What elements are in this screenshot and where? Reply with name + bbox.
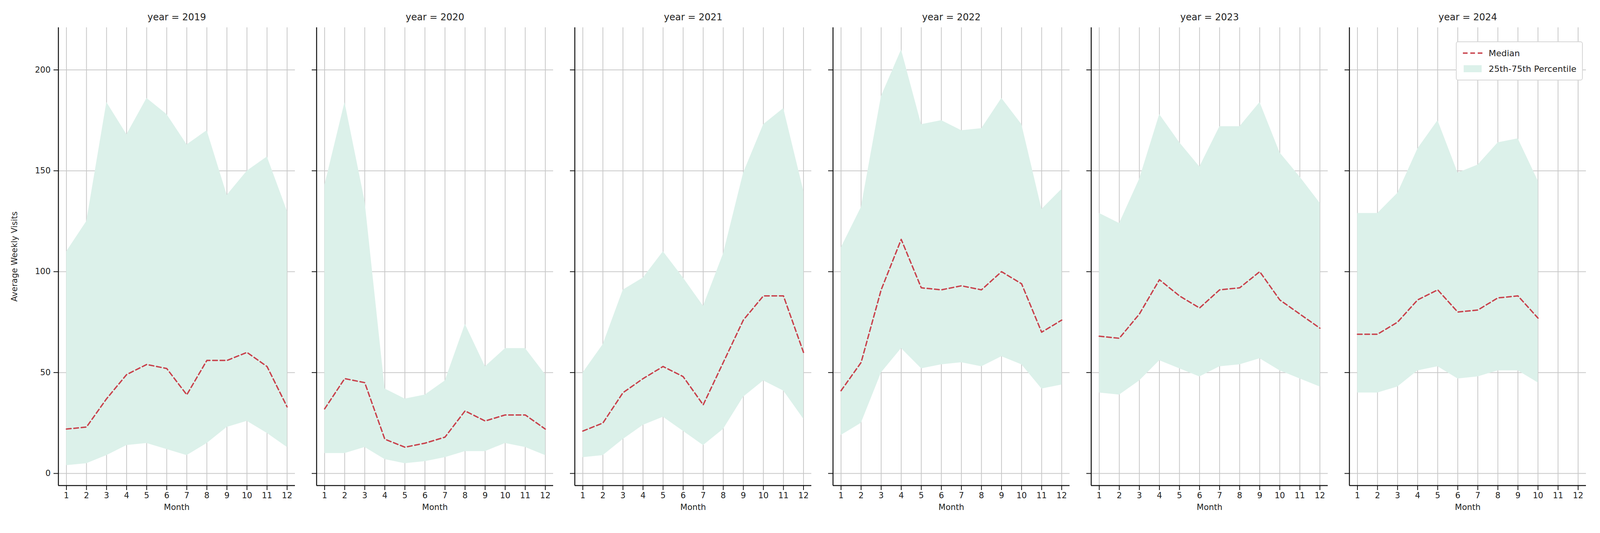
svg-text:5: 5 — [660, 491, 666, 501]
svg-text:12: 12 — [540, 491, 551, 501]
svg-text:5: 5 — [1435, 491, 1441, 501]
svg-text:year = 2020: year = 2020 — [405, 11, 465, 23]
svg-text:7: 7 — [183, 491, 190, 501]
svg-text:2: 2 — [1116, 491, 1122, 501]
svg-text:0: 0 — [45, 468, 51, 479]
svg-text:3: 3 — [103, 491, 109, 501]
svg-text:year = 2024: year = 2024 — [1438, 11, 1498, 23]
svg-text:9: 9 — [1515, 491, 1521, 501]
svg-text:3: 3 — [1136, 491, 1142, 501]
svg-text:11: 11 — [778, 491, 789, 501]
svg-text:Average Weekly Visits: Average Weekly Visits — [9, 211, 20, 302]
svg-text:11: 11 — [261, 491, 273, 501]
svg-text:4: 4 — [898, 491, 904, 501]
svg-text:9: 9 — [740, 491, 746, 501]
html-text:Median: Median — [1488, 48, 1520, 59]
svg-text:10: 10 — [1016, 491, 1027, 501]
svg-text:12: 12 — [1573, 491, 1584, 501]
svg-text:6: 6 — [164, 491, 170, 501]
svg-text:12: 12 — [1314, 491, 1326, 501]
svg-text:Month: Month — [422, 502, 449, 513]
svg-text:11: 11 — [1294, 491, 1306, 501]
svg-text:5: 5 — [1176, 491, 1183, 501]
svg-text:6: 6 — [680, 491, 686, 501]
svg-text:12: 12 — [1056, 491, 1068, 501]
svg-text:6: 6 — [422, 491, 428, 501]
svg-text:2: 2 — [858, 491, 864, 501]
svg-text:9: 9 — [998, 491, 1004, 501]
svg-text:3: 3 — [620, 491, 626, 501]
svg-text:10: 10 — [500, 491, 511, 501]
svg-text:4: 4 — [640, 491, 646, 501]
svg-text:12: 12 — [798, 491, 809, 501]
svg-text:Month: Month — [1196, 502, 1223, 513]
svg-text:10: 10 — [1532, 491, 1544, 501]
svg-text:2: 2 — [600, 491, 606, 501]
svg-text:1: 1 — [1096, 491, 1102, 501]
svg-text:11: 11 — [1036, 491, 1047, 501]
svg-text:200: 200 — [34, 65, 51, 75]
svg-text:Month: Month — [938, 502, 965, 513]
svg-text:1: 1 — [321, 491, 327, 501]
svg-text:11: 11 — [1552, 491, 1564, 501]
svg-text:4: 4 — [382, 491, 388, 501]
svg-text:5: 5 — [144, 491, 150, 501]
svg-text:9: 9 — [1257, 491, 1263, 501]
svg-text:4: 4 — [1156, 491, 1162, 501]
svg-text:6: 6 — [938, 491, 944, 501]
svg-text:12: 12 — [282, 491, 293, 501]
svg-text:year = 2019: year = 2019 — [147, 11, 207, 23]
svg-text:1: 1 — [838, 491, 844, 501]
svg-text:11: 11 — [519, 491, 531, 501]
svg-text:10: 10 — [758, 491, 769, 501]
svg-text:3: 3 — [1394, 491, 1400, 501]
svg-text:6: 6 — [1196, 491, 1202, 501]
svg-text:2: 2 — [1375, 491, 1381, 501]
svg-text:Month: Month — [680, 502, 707, 513]
svg-text:5: 5 — [918, 491, 924, 501]
svg-text:4: 4 — [1414, 491, 1420, 501]
svg-text:8: 8 — [720, 491, 726, 501]
svg-text:150: 150 — [34, 166, 51, 176]
svg-text:year = 2023: year = 2023 — [1180, 11, 1240, 23]
svg-text:5: 5 — [402, 491, 408, 501]
svg-text:10: 10 — [1274, 491, 1286, 501]
svg-text:2: 2 — [342, 491, 348, 501]
svg-text:3: 3 — [362, 491, 368, 501]
svg-text:8: 8 — [204, 491, 210, 501]
svg-text:Month: Month — [164, 502, 190, 513]
svg-text:7: 7 — [700, 491, 706, 501]
svg-text:4: 4 — [123, 491, 129, 501]
svg-text:7: 7 — [958, 491, 964, 501]
svg-text:7: 7 — [1216, 491, 1222, 501]
svg-text:1: 1 — [63, 491, 69, 501]
svg-text:8: 8 — [978, 491, 984, 501]
svg-text:9: 9 — [482, 491, 488, 501]
svg-text:8: 8 — [1495, 491, 1501, 501]
svg-text:7: 7 — [442, 491, 448, 501]
svg-text:8: 8 — [462, 491, 468, 501]
svg-text:7: 7 — [1475, 491, 1481, 501]
svg-text:1: 1 — [1354, 491, 1360, 501]
svg-text:10: 10 — [241, 491, 253, 501]
svg-text:2: 2 — [83, 491, 90, 501]
svg-text:year = 2021: year = 2021 — [664, 11, 723, 23]
svg-text:8: 8 — [1237, 491, 1243, 501]
svg-text:3: 3 — [878, 491, 884, 501]
svg-text:Month: Month — [1455, 502, 1481, 513]
svg-text:year = 2022: year = 2022 — [922, 11, 981, 23]
svg-text:50: 50 — [40, 367, 51, 378]
html-text:25th-75th Percentile: 25th-75th Percentile — [1488, 63, 1577, 74]
svg-text:6: 6 — [1455, 491, 1461, 501]
svg-text:9: 9 — [224, 491, 230, 501]
svg-text:1: 1 — [580, 491, 586, 501]
svg-text:100: 100 — [34, 266, 51, 277]
